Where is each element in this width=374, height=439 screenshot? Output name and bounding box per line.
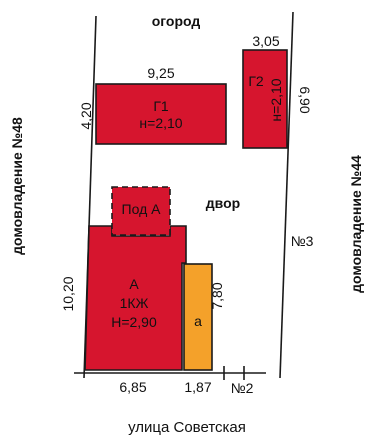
house-width-dim: 6,85 xyxy=(119,379,146,395)
g2-width-dim: 3,05 xyxy=(252,33,279,49)
number-3-label: №3 xyxy=(291,233,314,249)
number-2-label: №2 xyxy=(231,380,254,396)
g1-height: н=2,10 xyxy=(139,115,182,131)
house-name: А xyxy=(129,276,139,292)
g1-depth-dim: 4,20 xyxy=(78,102,94,129)
right-boundary-line xyxy=(279,11,294,379)
left-neighbor-label: домовладение №48 xyxy=(9,117,25,255)
cellar-name: Под А xyxy=(122,201,162,217)
g2-name: Г2 xyxy=(248,73,264,89)
building-g1 xyxy=(95,83,227,145)
annex-width-dim: 1,87 xyxy=(184,379,211,395)
g1-name: Г1 xyxy=(153,98,169,114)
building-g2 xyxy=(242,49,288,149)
right-neighbor-label: домовладение №44 xyxy=(348,155,364,293)
street-label: улица Советская xyxy=(128,419,246,436)
house-type: 1КЖ xyxy=(120,295,149,311)
top-label: огород xyxy=(152,13,201,29)
g2-depth-dim: 6,90 xyxy=(297,86,313,113)
g2-height: н=2,10 xyxy=(268,78,284,121)
annex-depth-dim: 7,80 xyxy=(209,282,225,309)
house-depth-dim: 10,20 xyxy=(60,276,76,311)
annex-name: а xyxy=(194,313,202,329)
house-height: Н=2,90 xyxy=(111,314,157,330)
yard-label: двор xyxy=(206,195,240,211)
cellar-under-a xyxy=(111,186,171,236)
g1-width-dim: 9,25 xyxy=(147,65,174,81)
annex-a xyxy=(183,263,213,371)
